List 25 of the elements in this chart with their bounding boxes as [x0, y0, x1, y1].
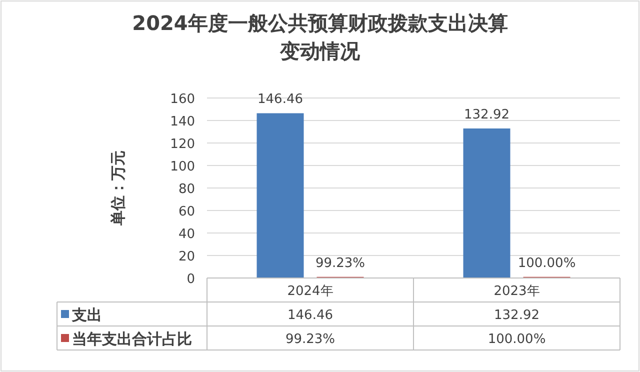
y-tick-label: 0: [186, 272, 195, 287]
y-tick-label: 100: [170, 160, 195, 174]
y-tick-label: 40: [178, 227, 195, 242]
bar: [256, 113, 304, 278]
data-label: 100.00%: [488, 332, 546, 347]
text: 132.92: [464, 107, 510, 122]
data-label: 99.23%: [285, 332, 336, 347]
text: 100.00%: [518, 256, 576, 271]
data-label: 146.46: [288, 308, 333, 323]
y-axis-title: 单位：万元: [109, 150, 127, 226]
y-tick-label: 80: [178, 182, 195, 197]
y-tick-label: 20: [178, 250, 195, 264]
text: 146.46: [258, 92, 303, 108]
x-tick-label: 2023年: [494, 284, 540, 299]
y-tick-label: 60: [178, 204, 195, 220]
x-tick-label: 2024年: [287, 284, 334, 299]
chart-title: 2024年度一般公共预算财政拨款支出决算变动情况: [132, 11, 508, 63]
y-tick-label: 140: [170, 114, 195, 130]
bar: [463, 128, 510, 278]
data-label: 132.92: [494, 308, 540, 323]
legend-label: 支出: [71, 306, 102, 324]
y-tick-label: 120: [170, 137, 195, 152]
y-tick-label: 160: [170, 92, 195, 107]
text: 99.23%: [315, 256, 366, 271]
legend-label: 当年支出合计占比: [72, 330, 192, 348]
